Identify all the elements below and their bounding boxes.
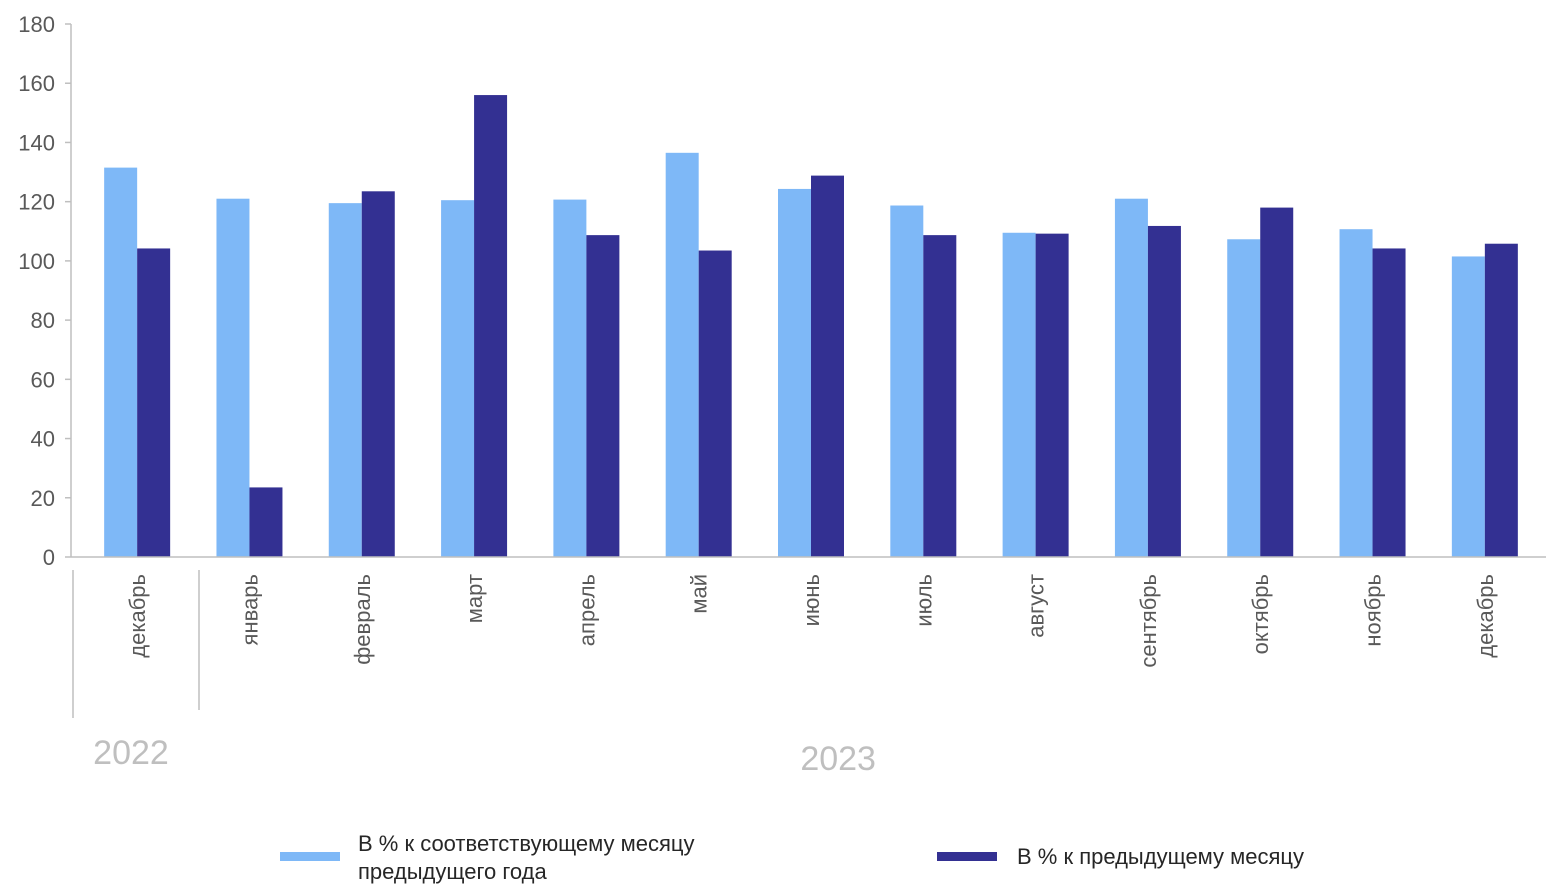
bar-mom (1035, 233, 1069, 557)
bar-yoy (665, 152, 699, 557)
x-tick-label: апрель (574, 574, 599, 646)
y-tick-label: 100 (18, 249, 55, 274)
group-year-label: 2022 (93, 734, 169, 772)
bar-yoy (1227, 239, 1261, 558)
x-tick-label: октябрь (1248, 574, 1273, 654)
x-tick-label: декабрь (125, 574, 150, 658)
bar-yoy (890, 205, 924, 557)
bar-mom (698, 250, 732, 557)
x-tick-label: август (1024, 574, 1049, 638)
y-tick-label: 80 (31, 308, 55, 333)
x-tick-label: май (687, 574, 712, 614)
x-tick-label: февраль (350, 574, 375, 665)
bar-mom (474, 95, 508, 558)
x-tick-label: декабрь (1473, 574, 1498, 658)
bar-yoy (1339, 229, 1373, 557)
bar-mom (586, 235, 620, 557)
y-tick-label: 20 (31, 486, 55, 511)
x-tick-label: март (462, 574, 487, 623)
bar-mom (1484, 243, 1518, 557)
bar-yoy (328, 203, 362, 557)
legend-label-yoy: В % к соответствующему месяцу предыдущег… (358, 831, 695, 884)
x-tick-label: июль (911, 574, 936, 627)
legend-label-mom: В % к предыдущему месяцу (1017, 844, 1305, 869)
bar-mom (811, 175, 844, 557)
y-tick-label: 40 (31, 427, 55, 452)
y-tick-label: 180 (18, 12, 55, 37)
y-tick-label: 0 (43, 545, 55, 570)
legend-swatch-mom (937, 852, 997, 861)
x-tick-label: июнь (799, 574, 824, 626)
y-tick-label: 140 (18, 130, 55, 155)
bar-yoy (441, 200, 475, 558)
bar-mom (1147, 225, 1181, 557)
bar-mom (1260, 207, 1294, 558)
bar-yoy (1451, 256, 1485, 557)
bar-mom (923, 235, 957, 557)
bar-mom (249, 487, 283, 557)
y-tick-label: 120 (18, 190, 55, 215)
bar-mom (1372, 248, 1406, 558)
bar-mom (361, 191, 395, 557)
y-tick-label: 60 (31, 367, 55, 392)
bar-yoy (778, 188, 811, 557)
group-year-label: 2023 (800, 740, 876, 778)
legend-swatch-yoy (280, 852, 340, 861)
bar-yoy (553, 199, 587, 558)
bar-yoy (1114, 198, 1148, 557)
bar-yoy (104, 167, 138, 557)
x-tick-label: сентябрь (1136, 574, 1161, 668)
bar-yoy (1002, 232, 1036, 557)
chart-plot: 0 20 40 60 80 100 120 140 160 180 декабрь январь фев… (18, 12, 1546, 778)
x-tick-label: январь (237, 574, 262, 645)
y-tick-label: 160 (18, 71, 55, 96)
x-tick-label: ноябрь (1361, 574, 1386, 647)
bar-yoy (216, 198, 250, 557)
bar-mom (137, 248, 171, 558)
